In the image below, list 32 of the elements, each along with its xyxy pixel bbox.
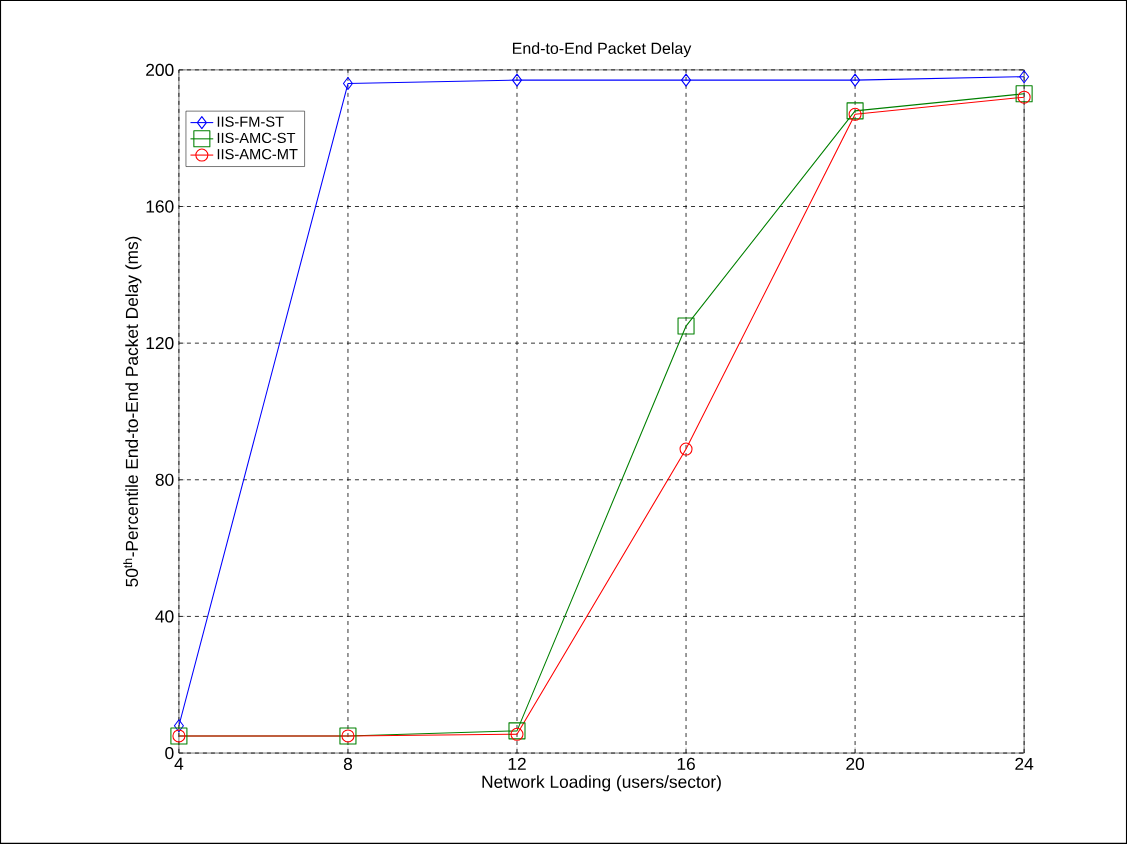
y-tick-label: 0 <box>165 746 174 760</box>
legend-label: IIS-FM-ST <box>217 116 284 127</box>
point <box>1015 85 1033 103</box>
point <box>679 442 693 456</box>
chart-title: End-to-End Packet Delay <box>512 42 692 58</box>
point <box>508 722 526 740</box>
point <box>342 77 353 91</box>
point <box>510 727 524 741</box>
x-tick-label: 24 <box>1015 757 1034 770</box>
y-tick-label: 80 <box>155 473 174 486</box>
x-axis-title: Network Loading (users/sector) <box>482 775 721 792</box>
x-tick-label: 8 <box>343 757 353 771</box>
point <box>681 73 692 87</box>
legend-label: IIS-AMC-MT <box>217 149 298 160</box>
point <box>1019 70 1030 84</box>
point <box>677 317 695 335</box>
x-tick-label: 12 <box>508 757 526 770</box>
x-tick-label: 4 <box>174 757 184 770</box>
x-tick-label: 16 <box>677 757 695 771</box>
y-axis-title: 50$^{th}$-Percentile End-to-End Packet Delay (ms) <box>123 236 142 587</box>
y-tick-label: 40 <box>155 610 174 623</box>
point <box>850 73 861 87</box>
legend-label: IIS-AMC-ST <box>217 132 296 144</box>
point <box>173 719 184 733</box>
y-tick-label: 160 <box>146 200 174 213</box>
point <box>848 107 862 121</box>
point <box>846 102 864 120</box>
point <box>511 73 523 87</box>
y-tick-label: 200 <box>146 63 174 77</box>
y-tick-label: 120 <box>146 337 174 350</box>
x-tick-label: 20 <box>846 757 865 771</box>
point <box>1017 90 1031 104</box>
